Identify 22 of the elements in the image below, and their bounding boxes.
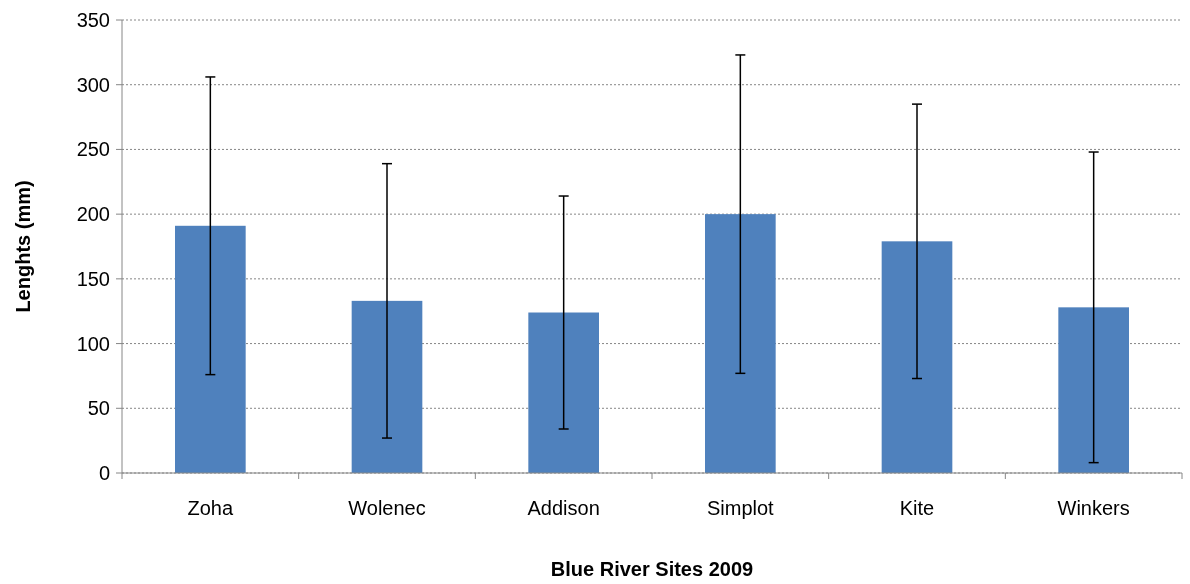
y-axis-title: Lenghts (mm): [12, 180, 34, 313]
y-tick-label: 350: [76, 9, 110, 31]
y-tick-label: 200: [76, 203, 110, 226]
y-tick-label: 50: [87, 397, 110, 420]
x-tick-label: Wolenec: [348, 497, 426, 519]
y-tick-label: 100: [76, 332, 110, 355]
x-tick-label: Kite: [899, 497, 935, 519]
bar: [881, 241, 953, 473]
bar: [351, 300, 423, 473]
bar: [528, 312, 599, 473]
x-tick-label: Zoha: [187, 497, 234, 519]
x-tick-label: Winkers: [1057, 497, 1130, 519]
bar: [1058, 307, 1129, 473]
bar: [705, 214, 776, 473]
x-tick-label: Addison: [527, 497, 600, 519]
x-tick-label: Simplot: [706, 497, 775, 519]
x-axis-title: Blue River Sites 2009: [550, 558, 754, 580]
y-tick-label: 250: [76, 138, 110, 161]
bar: [175, 225, 246, 473]
y-tick-label: 150: [76, 267, 110, 290]
y-tick-label: 0: [98, 462, 110, 484]
y-tick-label: 300: [76, 73, 110, 96]
